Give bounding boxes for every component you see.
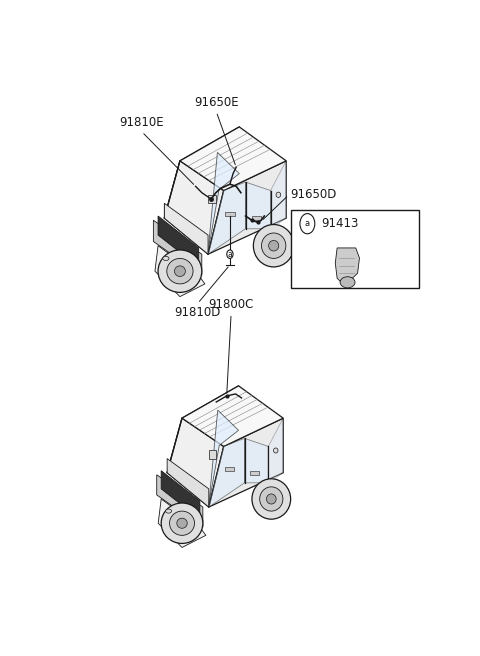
Text: a: a — [228, 250, 232, 258]
Polygon shape — [208, 195, 216, 203]
Ellipse shape — [167, 258, 193, 284]
Ellipse shape — [262, 233, 286, 258]
Ellipse shape — [269, 240, 279, 251]
Ellipse shape — [158, 250, 202, 293]
Ellipse shape — [166, 509, 172, 513]
Ellipse shape — [276, 192, 281, 197]
Text: 91810E: 91810E — [120, 116, 164, 129]
Polygon shape — [156, 475, 203, 527]
Polygon shape — [164, 203, 208, 254]
Polygon shape — [167, 386, 241, 473]
Polygon shape — [209, 438, 244, 507]
Polygon shape — [209, 410, 239, 505]
Circle shape — [300, 214, 315, 234]
Polygon shape — [164, 161, 224, 254]
Polygon shape — [268, 418, 283, 483]
Polygon shape — [164, 127, 242, 218]
Text: a: a — [305, 219, 310, 228]
Polygon shape — [161, 471, 200, 519]
Polygon shape — [180, 127, 286, 190]
Polygon shape — [155, 246, 205, 297]
Polygon shape — [158, 216, 199, 267]
Polygon shape — [208, 182, 246, 254]
Text: 91650E: 91650E — [194, 96, 239, 109]
Ellipse shape — [163, 256, 169, 260]
Ellipse shape — [260, 487, 283, 511]
Ellipse shape — [266, 494, 276, 504]
Text: 91800C: 91800C — [208, 298, 254, 311]
Polygon shape — [154, 220, 202, 276]
Ellipse shape — [340, 277, 355, 288]
Polygon shape — [271, 161, 286, 229]
Polygon shape — [209, 418, 283, 507]
Polygon shape — [158, 499, 206, 548]
Polygon shape — [182, 386, 283, 447]
Polygon shape — [209, 451, 216, 459]
Ellipse shape — [252, 479, 291, 519]
Polygon shape — [208, 152, 240, 252]
Polygon shape — [225, 466, 234, 471]
Text: 91413: 91413 — [321, 217, 359, 230]
Polygon shape — [252, 216, 261, 220]
Text: 91810D: 91810D — [174, 306, 221, 319]
Ellipse shape — [169, 511, 194, 535]
Polygon shape — [244, 438, 268, 483]
Ellipse shape — [161, 503, 203, 543]
Polygon shape — [225, 212, 235, 216]
Ellipse shape — [227, 250, 233, 258]
Polygon shape — [335, 248, 360, 286]
Polygon shape — [208, 161, 286, 254]
Polygon shape — [167, 459, 209, 507]
FancyBboxPatch shape — [290, 210, 419, 289]
Text: 91650D: 91650D — [290, 188, 336, 201]
Ellipse shape — [174, 266, 185, 276]
Polygon shape — [251, 471, 259, 475]
Ellipse shape — [177, 518, 187, 528]
Polygon shape — [246, 182, 271, 229]
Ellipse shape — [274, 448, 278, 453]
Ellipse shape — [253, 224, 294, 267]
Polygon shape — [167, 418, 224, 507]
